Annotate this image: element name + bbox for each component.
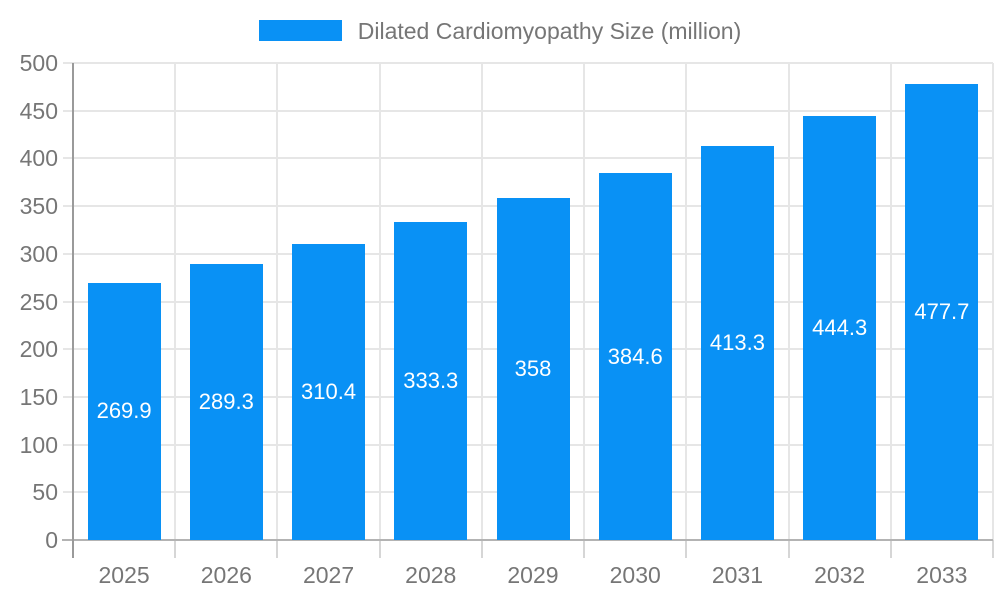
y-axis-label: 400 [19,145,58,172]
bar-value-label: 413.3 [709,329,765,355]
y-axis-label: 200 [19,336,58,363]
x-tick [480,540,483,558]
y-axis-label: 450 [19,97,58,124]
bar[interactable]: 289.3 [189,264,263,540]
legend-label: Dilated Cardiomyopathy Size (million) [357,18,742,44]
x-axis-label: 2028 [405,562,457,588]
x-axis-label: 2032 [814,562,866,588]
x-axis-label: 2030 [609,562,661,588]
y-tick [63,443,73,446]
v-gridline [480,63,483,540]
y-tick [63,348,73,351]
y-tick [63,62,73,64]
y-tick [63,491,73,494]
x-tick [685,540,688,558]
v-gridline [992,63,994,540]
bar-value-label: 269.9 [96,398,152,424]
x-axis-line [62,539,993,541]
x-tick [889,540,892,558]
y-tick [63,109,73,112]
x-tick [583,540,586,558]
x-axis-label: 2027 [302,562,355,588]
bar-value-label: 310.4 [301,378,357,404]
h-gridline [73,157,993,160]
y-tick [63,157,73,160]
y-axis-label: 100 [19,431,58,458]
bar[interactable]: 310.4 [292,243,366,540]
y-axis-label: 0 [45,527,58,553]
h-gridline [73,109,993,112]
y-axis-label: 250 [19,288,58,315]
h-gridline [73,62,993,64]
y-axis-label: 300 [19,240,58,267]
x-tick [787,540,790,558]
y-tick [63,205,73,208]
bar-value-label: 444.3 [812,315,868,341]
v-gridline [276,63,279,540]
bar[interactable]: 333.3 [394,222,468,540]
plot-area: 0 50 100 150 200 250 300 350 400 450 500 269.9 289.3… [20,50,994,588]
y-axis-label: 500 [19,50,58,76]
y-tick [63,300,73,303]
x-tick [992,540,994,558]
bar-value-label: 477.7 [914,299,970,325]
v-gridline [685,63,688,540]
bar[interactable]: 358 [496,198,570,540]
legend-swatch-icon [258,20,342,41]
x-tick [174,540,177,558]
x-axis-label: 2026 [200,562,252,588]
y-axis-label: 350 [19,193,58,220]
y-axis-label: 150 [19,383,58,410]
bar[interactable]: 269.9 [87,282,161,540]
y-axis-line [72,63,74,558]
legend[interactable]: Dilated Cardiomyopathy Size (million) [0,18,1000,43]
v-gridline [174,63,177,540]
bar[interactable]: 413.3 [700,145,774,540]
bar-value-label: 333.3 [403,368,459,393]
x-axis-label: 2031 [711,562,764,588]
bar-value-label: 384.6 [607,343,663,369]
bar[interactable]: 444.3 [803,116,877,540]
y-tick [63,252,73,255]
x-axis-label: 2033 [916,562,968,588]
y-tick [63,395,73,398]
bar-value-label: 289.3 [198,388,254,414]
x-axis-label: 2025 [98,562,150,588]
bar-value-label: 358 [514,356,552,382]
bar[interactable]: 384.6 [598,173,672,540]
v-gridline [787,63,790,540]
bar[interactable]: 477.7 [905,84,979,540]
v-gridline [889,63,892,540]
y-axis-label: 50 [32,479,58,506]
x-tick [276,540,279,558]
v-gridline [583,63,586,540]
x-tick [378,540,381,558]
v-gridline [378,63,381,540]
x-axis-label: 2029 [507,562,559,588]
